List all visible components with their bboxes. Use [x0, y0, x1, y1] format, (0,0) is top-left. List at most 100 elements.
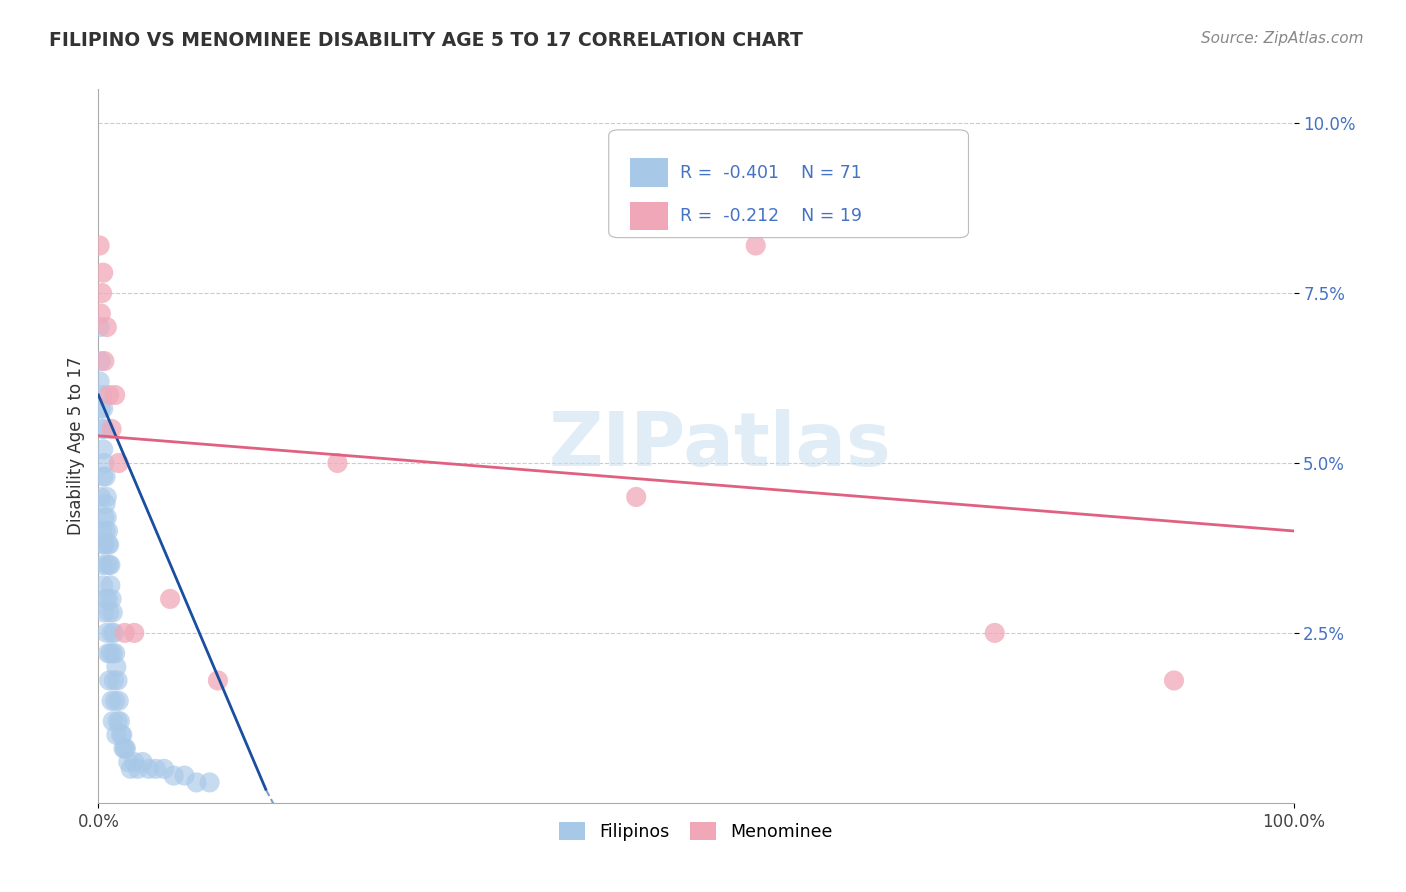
Point [101, 714, 124, 729]
Point [90, 401, 112, 416]
Point [93, 510, 115, 524]
Point [107, 714, 129, 729]
Point [127, 762, 149, 776]
Point [97, 646, 120, 660]
Point [100, 422, 122, 436]
Point [94, 497, 117, 511]
Point [91, 558, 114, 572]
Point [101, 646, 124, 660]
Point [93, 537, 115, 551]
FancyBboxPatch shape [609, 130, 969, 237]
Point [98, 558, 122, 572]
Point [98, 537, 121, 551]
Point [93, 354, 115, 368]
Point [96, 558, 118, 572]
Point [104, 388, 127, 402]
Point [91, 442, 114, 457]
Point [96, 626, 118, 640]
Legend: Filipinos, Menominee: Filipinos, Menominee [553, 815, 839, 847]
FancyBboxPatch shape [630, 159, 668, 187]
Point [96, 510, 118, 524]
Point [100, 591, 122, 606]
Text: Source: ZipAtlas.com: Source: ZipAtlas.com [1201, 31, 1364, 46]
Point [105, 728, 128, 742]
Point [93, 422, 115, 436]
Point [114, 741, 136, 756]
Point [163, 769, 186, 783]
Point [159, 591, 181, 606]
Point [107, 456, 129, 470]
Point [100, 626, 122, 640]
Point [173, 769, 195, 783]
Point [91, 524, 114, 538]
Point [138, 762, 160, 776]
Point [1163, 673, 1185, 688]
Point [117, 755, 139, 769]
Point [105, 660, 128, 674]
Point [112, 741, 135, 756]
Point [107, 694, 129, 708]
Point [103, 626, 125, 640]
Point [153, 762, 176, 776]
Point [93, 606, 115, 620]
Point [107, 673, 129, 688]
Point [91, 537, 114, 551]
Point [745, 238, 768, 252]
Point [91, 266, 114, 280]
Point [98, 606, 121, 620]
Point [103, 673, 125, 688]
Point [326, 456, 349, 470]
Point [124, 626, 146, 640]
Point [108, 714, 131, 729]
Point [91, 469, 114, 483]
Point [186, 775, 208, 789]
Point [91, 388, 114, 402]
Point [98, 388, 121, 402]
Point [131, 755, 153, 769]
Point [198, 775, 221, 789]
Point [97, 591, 120, 606]
Point [984, 626, 1007, 640]
Point [145, 762, 167, 776]
Y-axis label: Disability Age 5 to 17: Disability Age 5 to 17 [66, 357, 84, 535]
Point [96, 490, 118, 504]
Point [104, 646, 127, 660]
Point [91, 422, 114, 436]
Text: ZIPatlas: ZIPatlas [548, 409, 891, 483]
Point [98, 646, 122, 660]
Point [110, 728, 132, 742]
Point [626, 490, 648, 504]
Point [111, 728, 134, 742]
Point [100, 694, 122, 708]
FancyBboxPatch shape [630, 202, 668, 230]
Point [93, 456, 115, 470]
Point [90, 354, 112, 368]
Point [98, 673, 121, 688]
Point [91, 401, 114, 416]
Point [101, 606, 124, 620]
Point [104, 694, 127, 708]
Point [97, 524, 120, 538]
Point [124, 755, 146, 769]
Point [89, 320, 111, 334]
Point [114, 626, 136, 640]
Point [96, 320, 118, 334]
Point [94, 591, 117, 606]
Text: R =  -0.212    N = 19: R = -0.212 N = 19 [681, 207, 862, 225]
Point [120, 762, 142, 776]
Text: FILIPINO VS MENOMINEE DISABILITY AGE 5 TO 17 CORRELATION CHART: FILIPINO VS MENOMINEE DISABILITY AGE 5 T… [49, 31, 803, 50]
Point [90, 306, 112, 320]
Point [91, 578, 114, 592]
Point [98, 558, 121, 572]
Point [91, 286, 114, 301]
Point [98, 578, 122, 592]
Point [94, 524, 117, 538]
Point [89, 375, 111, 389]
Point [94, 469, 117, 483]
Point [90, 490, 112, 504]
Point [115, 741, 138, 756]
Text: R =  -0.401    N = 71: R = -0.401 N = 71 [681, 164, 862, 182]
Point [207, 673, 229, 688]
Point [89, 238, 111, 252]
Point [97, 537, 120, 551]
